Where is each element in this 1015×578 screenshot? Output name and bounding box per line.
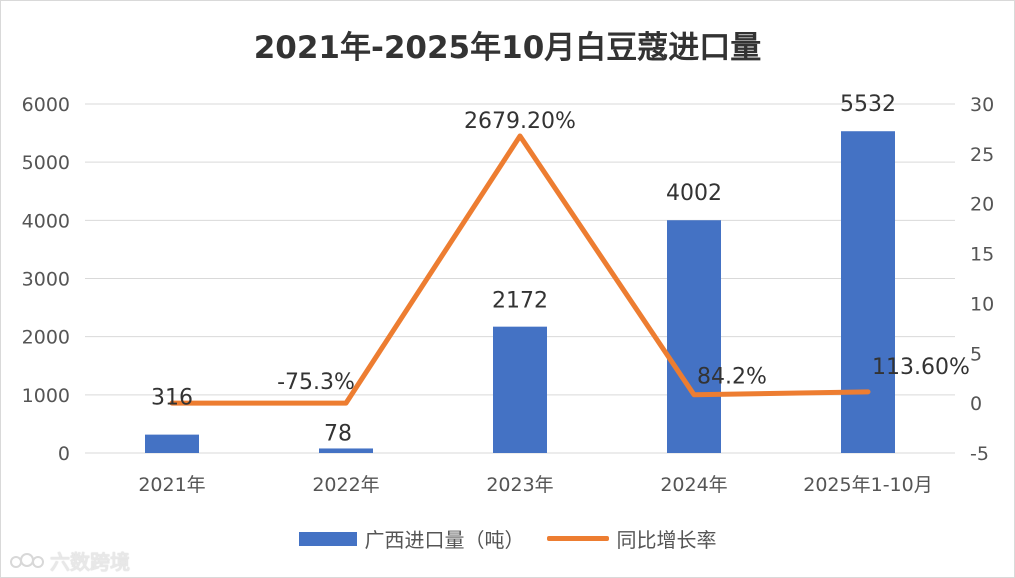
legend-label-line: 同比增长率 xyxy=(616,528,717,552)
x-category-label: 2022年 xyxy=(312,474,379,496)
line-data-label: 2679.20% xyxy=(464,109,576,134)
bar-data-label: 78 xyxy=(324,421,352,446)
y-left-tick-label: 2000 xyxy=(22,327,70,349)
bar-data-label: 2172 xyxy=(492,289,548,314)
y-left-tick-label: 1000 xyxy=(22,385,70,407)
legend-swatch-bar xyxy=(298,531,357,546)
line-data-label: -75.3% xyxy=(277,370,355,395)
line-data-label: 84.2% xyxy=(697,365,767,390)
legend-item-bar: 广西进口量（吨） xyxy=(298,524,525,553)
bar-data-label: 4002 xyxy=(666,181,722,206)
logo-icon xyxy=(10,552,44,568)
line-data-label: 113.60% xyxy=(872,355,970,380)
watermark-text: 六数跨境 xyxy=(50,550,130,574)
y-left-tick-label: 5000 xyxy=(22,152,70,174)
bar xyxy=(319,448,373,453)
y-right-tick-label: 15 xyxy=(970,244,994,266)
bar-data-label: 316 xyxy=(151,386,193,411)
y-right-tick-label: 0 xyxy=(970,393,982,415)
y-right-tick-label: -5 xyxy=(970,443,989,465)
x-category-label: 2023年 xyxy=(486,474,553,496)
y-left-tick-label: 3000 xyxy=(22,269,70,291)
y-right-tick-label: 25 xyxy=(970,144,994,166)
x-category-label: 2021年 xyxy=(138,474,205,496)
legend-swatch-line xyxy=(546,536,609,541)
legend-item-line: 同比增长率 xyxy=(546,524,717,553)
bar xyxy=(667,220,721,453)
y-right-tick-label: 5 xyxy=(970,343,982,365)
y-right-tick-label: 20 xyxy=(970,194,994,216)
chart-title: 2021年-2025年10月白豆蔻进口量 xyxy=(253,30,762,66)
watermark: 六数跨境 xyxy=(10,546,130,575)
y-right-tick-label: 30 xyxy=(970,94,994,116)
y-right-tick-label: 10 xyxy=(970,293,994,315)
chart-legend: 广西进口量（吨） 同比增长率 xyxy=(0,524,1015,553)
y-left-tick-label: 6000 xyxy=(22,94,70,116)
x-category-label: 2024年 xyxy=(660,474,727,496)
y-left-tick-label: 4000 xyxy=(22,210,70,232)
bar xyxy=(145,434,199,453)
y-left-tick-label: 0 xyxy=(58,443,70,465)
x-category-label: 2025年1-10月 xyxy=(803,474,932,496)
bar-data-label: 5532 xyxy=(840,92,896,117)
legend-label-bar: 广西进口量（吨） xyxy=(364,528,525,552)
bar xyxy=(493,326,547,453)
bar xyxy=(841,131,895,454)
